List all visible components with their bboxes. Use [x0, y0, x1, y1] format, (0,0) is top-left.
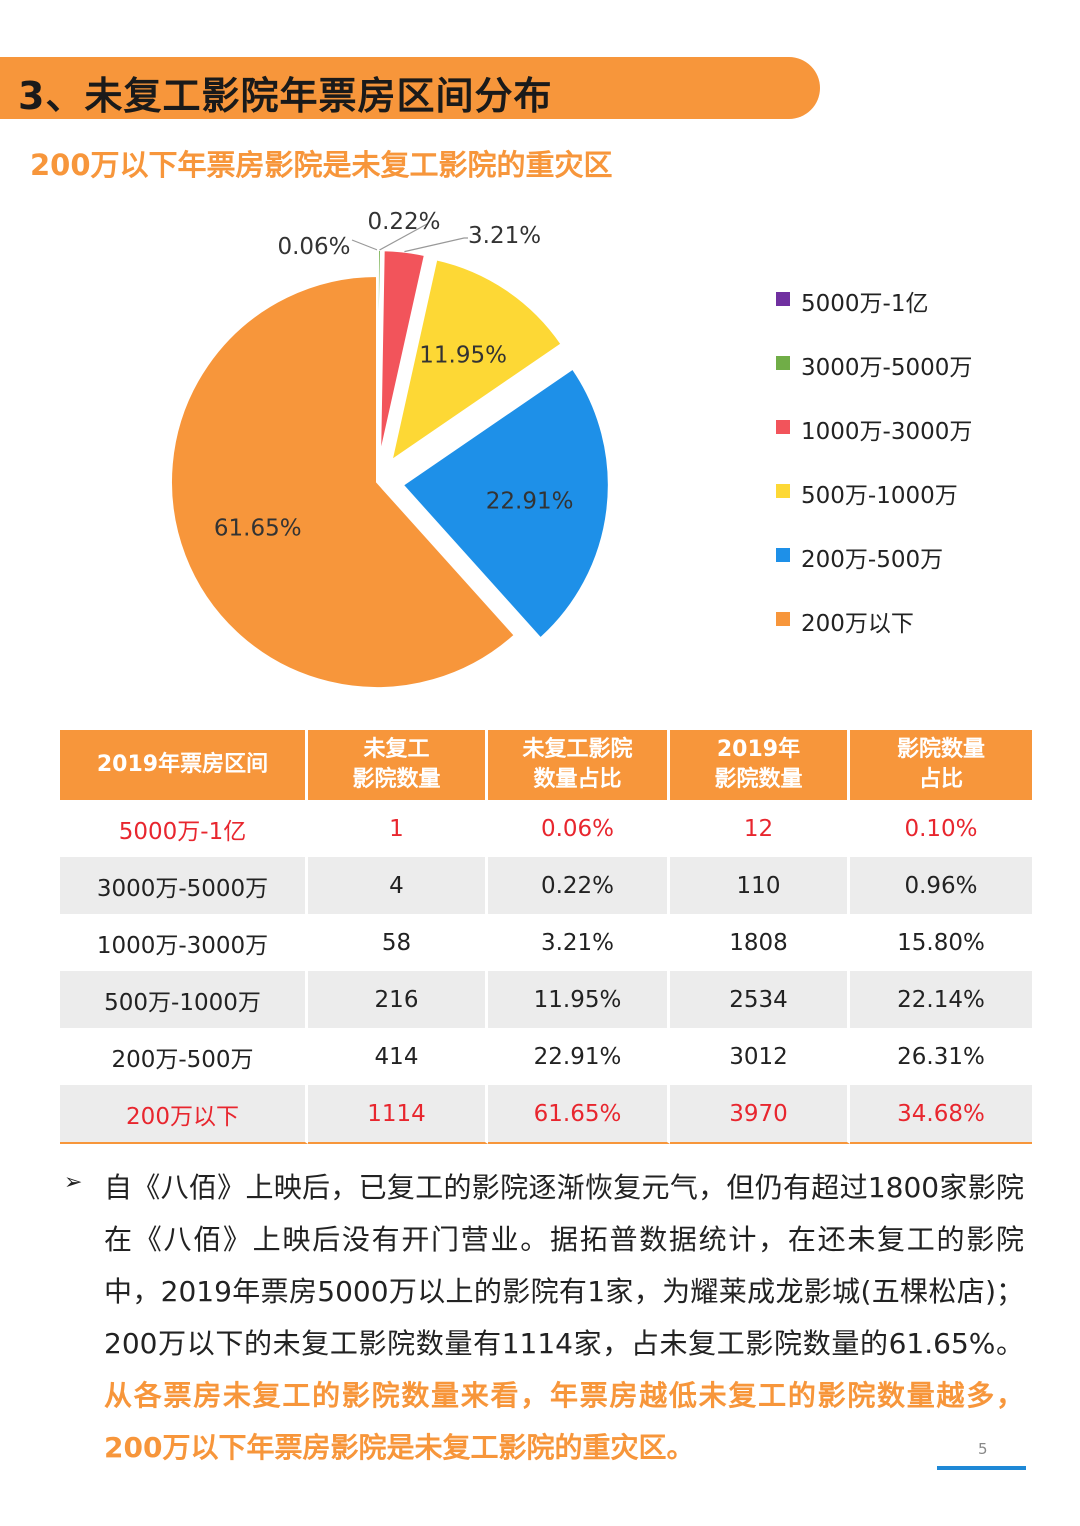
table-header-cell: 影院数量 占比: [850, 730, 1032, 800]
table-cell: 1: [308, 800, 488, 857]
table-cell: 58: [308, 914, 488, 971]
page-number-underline: [937, 1466, 1026, 1470]
section-header: 3、未复工影院年票房区间分布: [0, 57, 820, 119]
table-cell: 22.14%: [850, 971, 1032, 1028]
note-text: 自《八佰》上映后，已复工的影院逐渐恢复元气，但仍有超过1800家影院在《八佰》上…: [104, 1171, 1024, 1360]
table-header-cell: 未复工 影院数量: [308, 730, 488, 800]
page-number: 5: [978, 1440, 988, 1458]
pie-data-label: 61.65%: [214, 516, 302, 542]
table-row: 1000万-3000万 58 3.21% 1808 15.80%: [60, 914, 1032, 971]
table-cell: 34.68%: [850, 1085, 1032, 1144]
pie-data-label: 3.21%: [468, 223, 541, 249]
table-row: 200万-500万 414 22.91% 3012 26.31%: [60, 1028, 1032, 1085]
table-header-cell: 2019年票房区间: [60, 730, 308, 800]
table-row: 500万-1000万 216 11.95% 2534 22.14%: [60, 971, 1032, 1028]
arrow-bullet-icon: ➢: [64, 1170, 83, 1195]
table-cell: 0.10%: [904, 815, 978, 842]
table-cell: 15.80%: [897, 929, 985, 956]
table-cell: 26.31%: [897, 1043, 985, 1070]
table-header-row: 2019年票房区间 未复工 影院数量 未复工影院 数量占比 2019年 影院数量 影院数量 占比: [60, 730, 1032, 800]
legend-label: 200万-500万: [801, 547, 944, 573]
legend-swatch: [776, 292, 790, 306]
pie-slice: [401, 367, 610, 640]
table-cell: 3.21%: [488, 914, 670, 971]
table-cell: 200万-500万: [60, 1028, 308, 1085]
pie-leader-line: [379, 223, 428, 251]
pie-slice: [390, 258, 563, 463]
pie-leader-line: [351, 239, 378, 251]
pie-data-label: 0.06%: [277, 234, 350, 260]
table-cell: 3012: [670, 1028, 850, 1085]
pie-data-label: 0.22%: [367, 209, 440, 235]
legend-swatch: [776, 420, 790, 434]
legend-label: 1000万-3000万: [801, 419, 973, 445]
table-cell: 3000万-5000万: [60, 857, 308, 914]
legend-label: 3000万-5000万: [801, 355, 973, 381]
table-cell: 1000万-3000万: [60, 914, 308, 971]
table-cell: 5000万-1亿: [60, 800, 308, 857]
legend-swatch: [776, 548, 790, 562]
table-row: 3000万-5000万 4 0.22% 110 0.96%: [60, 857, 1032, 914]
pie-slice: [170, 274, 517, 689]
table-cell: 22.91%: [488, 1028, 670, 1085]
note-paragraph: 自《八佰》上映后，已复工的影院逐渐恢复元气，但仍有超过1800家影院在《八佰》上…: [104, 1162, 1024, 1474]
legend-swatch: [776, 612, 790, 626]
section-title: 3、未复工影院年票房区间分布: [18, 74, 553, 118]
table-header-cell: 2019年 影院数量: [670, 730, 850, 800]
table-cell: 1114: [308, 1085, 488, 1144]
data-table: 2019年票房区间 未复工 影院数量 未复工影院 数量占比 2019年 影院数量 影院数量 占比…: [60, 730, 1032, 1144]
legend-label: 500万-1000万: [801, 483, 958, 509]
pie-leader-line: [404, 237, 468, 253]
table-row: 200万以下 1114 61.65% 3970 34.68%: [60, 1085, 1032, 1144]
table-cell: 4: [308, 857, 488, 914]
table-cell: 0.96%: [850, 857, 1032, 914]
pie-slice: [379, 249, 427, 457]
legend-swatch: [776, 484, 790, 498]
table-cell: 2534: [670, 971, 850, 1028]
note-highlight: 从各票房未复工的影院数量来看，年票房越低未复工的影院数量越多，200万以下年票房…: [104, 1379, 1024, 1464]
table-cell: 12: [670, 800, 850, 857]
table-cell: 61.65%: [488, 1085, 670, 1144]
table-cell: 414: [308, 1028, 488, 1085]
legend-label: 200万以下: [801, 611, 914, 637]
table-cell: 500万-1000万: [60, 971, 308, 1028]
pie-data-label: 22.91%: [486, 488, 574, 514]
table-row: 5000万-1亿 1 0.06% 12 0.10%: [60, 800, 1032, 857]
subtitle: 200万以下年票房影院是未复工影院的重灾区: [30, 148, 613, 182]
table-cell: 0.22%: [488, 857, 670, 914]
table-cell: 110: [670, 857, 850, 914]
table-cell: 200万以下: [60, 1085, 308, 1144]
table-header-cell: 未复工影院 数量占比: [488, 730, 670, 800]
table-cell: 216: [308, 971, 488, 1028]
table-cell: 11.95%: [488, 971, 670, 1028]
legend-label: 5000万-1亿: [801, 291, 929, 317]
pie-chart: 0.06% 0.22% 3.21% 11.95% 22.91% 61.65%: [170, 209, 610, 689]
table-cell: 3970: [670, 1085, 850, 1144]
pie-data-label: 11.95%: [419, 343, 507, 369]
legend-swatch: [776, 356, 790, 370]
table-cell: 1808: [670, 914, 850, 971]
table-cell: 0.06%: [488, 800, 670, 857]
